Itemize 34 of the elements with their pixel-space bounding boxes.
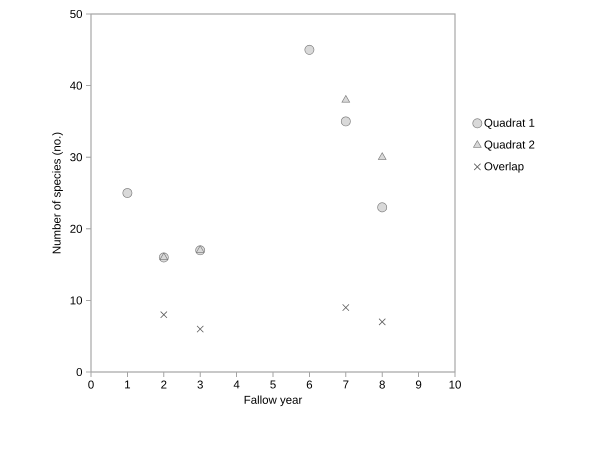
x-tick-label: 8 bbox=[380, 380, 385, 389]
point bbox=[342, 304, 350, 312]
point bbox=[377, 202, 388, 212]
point bbox=[160, 311, 168, 318]
legend-label: Quadrat 2 bbox=[484, 140, 534, 151]
point bbox=[196, 245, 204, 253]
y-tick-label: 10 bbox=[70, 296, 82, 304]
point bbox=[304, 44, 314, 55]
point bbox=[378, 152, 386, 160]
y-axis-title: Number of species (no.) bbox=[52, 132, 63, 254]
x-axis-title: Fallow year bbox=[244, 395, 302, 406]
legend-label: Overlap bbox=[484, 162, 524, 173]
x-tick-label: 1 bbox=[125, 380, 130, 388]
x-tick-label: 5 bbox=[270, 380, 276, 389]
y-tick-label: 30 bbox=[70, 153, 82, 162]
x-tick-label: 9 bbox=[416, 380, 422, 389]
y-tick-label: 20 bbox=[70, 224, 82, 233]
point bbox=[342, 95, 350, 102]
x-tick-label: 2 bbox=[161, 380, 166, 389]
point bbox=[160, 252, 168, 260]
y-tick-label: 50 bbox=[70, 10, 82, 18]
y-tick-label: 0 bbox=[76, 368, 82, 376]
point bbox=[196, 325, 204, 333]
x-tick-label: 0 bbox=[88, 380, 94, 389]
point bbox=[378, 318, 386, 326]
x-tick-label: 7 bbox=[343, 380, 348, 388]
point bbox=[122, 188, 132, 198]
point bbox=[340, 116, 351, 126]
legend-label: Quadrat 1 bbox=[484, 118, 534, 129]
x-tick-label: 6 bbox=[306, 380, 312, 389]
x-tick-label: 3 bbox=[197, 380, 203, 389]
y-tick-label: 40 bbox=[70, 82, 82, 90]
x-tick-label: 10 bbox=[450, 380, 461, 389]
x-tick-label: 4 bbox=[234, 380, 240, 388]
